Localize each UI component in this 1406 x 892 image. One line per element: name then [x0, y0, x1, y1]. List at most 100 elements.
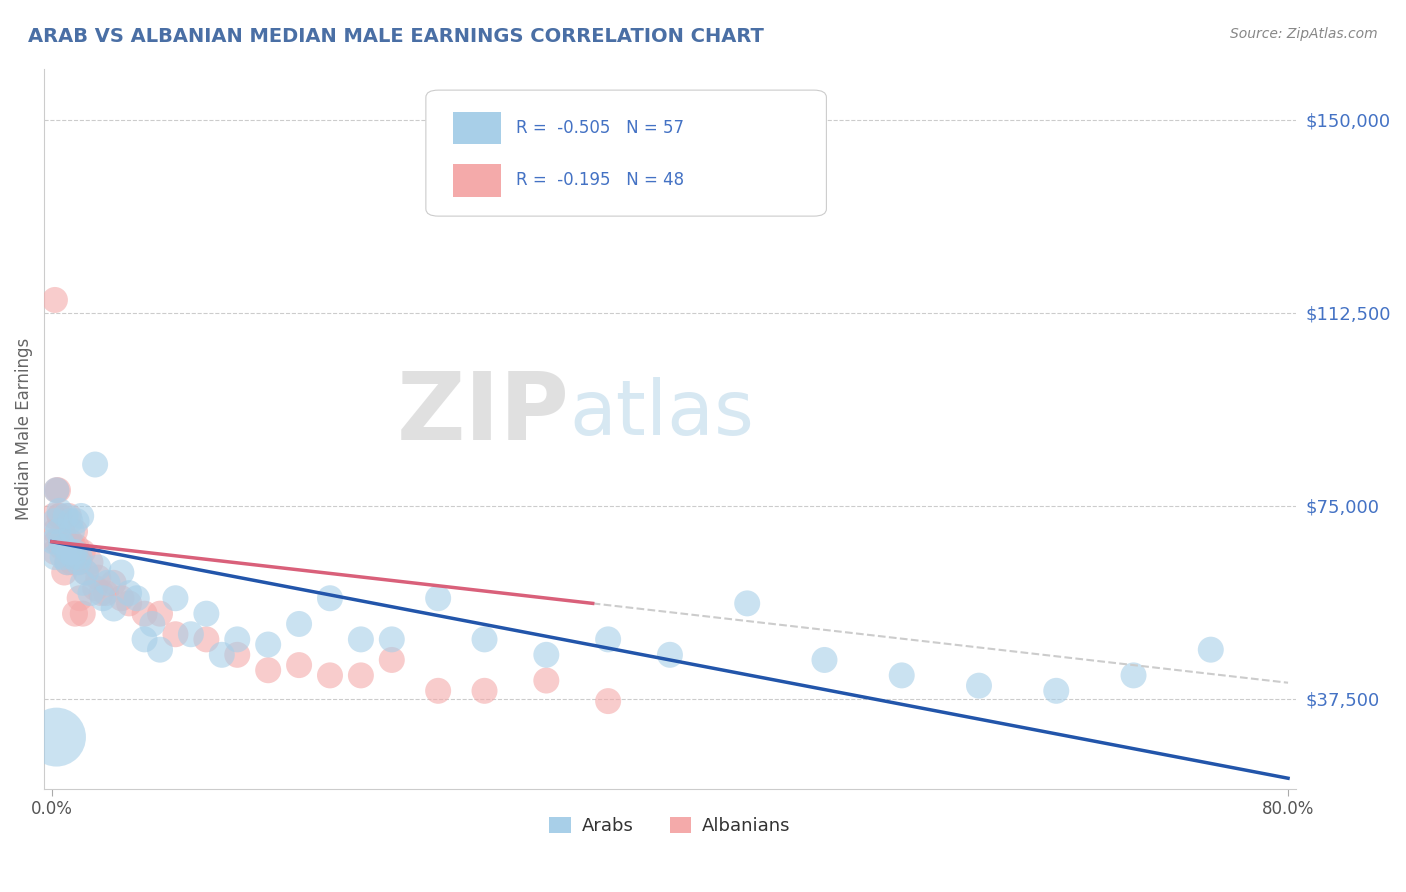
Point — [890, 668, 912, 682]
Point — [75, 566, 97, 580]
Point — [87, 571, 110, 585]
Point — [44, 514, 66, 528]
Point — [52, 524, 75, 539]
Point — [87, 560, 110, 574]
Legend: Arabs, Albanians: Arabs, Albanians — [540, 808, 800, 845]
Point — [813, 653, 835, 667]
Point — [44, 524, 66, 539]
Point — [79, 555, 101, 569]
Point — [69, 550, 91, 565]
Point — [195, 607, 218, 621]
Point — [141, 617, 163, 632]
Point — [103, 575, 125, 590]
FancyBboxPatch shape — [453, 164, 501, 196]
Point — [149, 642, 172, 657]
Point — [381, 632, 404, 647]
Point — [72, 545, 94, 559]
Point — [45, 483, 67, 498]
Point — [53, 540, 76, 554]
Point — [1045, 683, 1067, 698]
Point — [427, 591, 450, 606]
Point — [536, 673, 558, 688]
Point — [257, 663, 280, 677]
Text: ARAB VS ALBANIAN MEDIAN MALE EARNINGS CORRELATION CHART: ARAB VS ALBANIAN MEDIAN MALE EARNINGS CO… — [28, 27, 763, 45]
Text: R =  -0.505   N = 57: R = -0.505 N = 57 — [516, 119, 683, 136]
Point — [118, 586, 141, 600]
Point — [63, 524, 86, 539]
Point — [45, 730, 67, 744]
Point — [42, 508, 65, 523]
Point — [288, 658, 311, 673]
Point — [62, 540, 84, 554]
Point — [46, 483, 69, 498]
Point — [195, 632, 218, 647]
Point — [91, 591, 114, 606]
Point — [967, 679, 990, 693]
Point — [56, 555, 79, 569]
Point — [735, 596, 758, 610]
Point — [84, 581, 107, 595]
Point — [427, 683, 450, 698]
FancyBboxPatch shape — [426, 90, 827, 216]
Point — [53, 540, 76, 554]
Point — [1122, 668, 1144, 682]
Point — [110, 566, 132, 580]
Text: ZIP: ZIP — [396, 368, 569, 460]
Point — [48, 508, 70, 523]
Point — [149, 607, 172, 621]
Text: Source: ZipAtlas.com: Source: ZipAtlas.com — [1230, 27, 1378, 41]
Point — [536, 648, 558, 662]
Point — [59, 514, 82, 528]
Point — [72, 575, 94, 590]
Point — [1199, 642, 1222, 657]
Point — [79, 586, 101, 600]
Point — [42, 534, 65, 549]
Point — [350, 632, 373, 647]
Point — [60, 555, 83, 569]
Point — [90, 586, 112, 600]
Point — [60, 524, 83, 539]
Point — [44, 550, 66, 565]
Point — [70, 508, 93, 523]
Point — [63, 545, 86, 559]
Point — [75, 566, 97, 580]
Point — [63, 607, 86, 621]
Point — [134, 632, 156, 647]
Point — [67, 555, 90, 569]
Point — [165, 627, 187, 641]
Point — [48, 504, 70, 518]
Point — [658, 648, 681, 662]
Point — [56, 555, 79, 569]
Point — [55, 508, 77, 523]
Point — [134, 607, 156, 621]
Text: R =  -0.195   N = 48: R = -0.195 N = 48 — [516, 171, 685, 189]
Point — [474, 683, 496, 698]
Point — [65, 540, 87, 554]
Point — [211, 648, 233, 662]
Point — [44, 293, 66, 307]
Point — [46, 524, 69, 539]
Point — [58, 545, 80, 559]
Text: atlas: atlas — [569, 377, 755, 451]
Point — [45, 534, 67, 549]
Point — [288, 617, 311, 632]
Point — [49, 540, 72, 554]
Point — [180, 627, 202, 641]
Point — [44, 545, 66, 559]
Point — [125, 591, 148, 606]
Point — [103, 601, 125, 615]
Point — [96, 575, 118, 590]
Point — [72, 607, 94, 621]
Point — [45, 483, 67, 498]
Point — [598, 694, 620, 708]
Point — [65, 514, 87, 528]
Point — [319, 668, 342, 682]
Point — [226, 632, 249, 647]
Point — [58, 508, 80, 523]
Point — [59, 534, 82, 549]
Y-axis label: Median Male Earnings: Median Male Earnings — [15, 337, 32, 520]
FancyBboxPatch shape — [453, 112, 501, 145]
Point — [94, 586, 117, 600]
Point — [598, 632, 620, 647]
Point — [52, 550, 75, 565]
